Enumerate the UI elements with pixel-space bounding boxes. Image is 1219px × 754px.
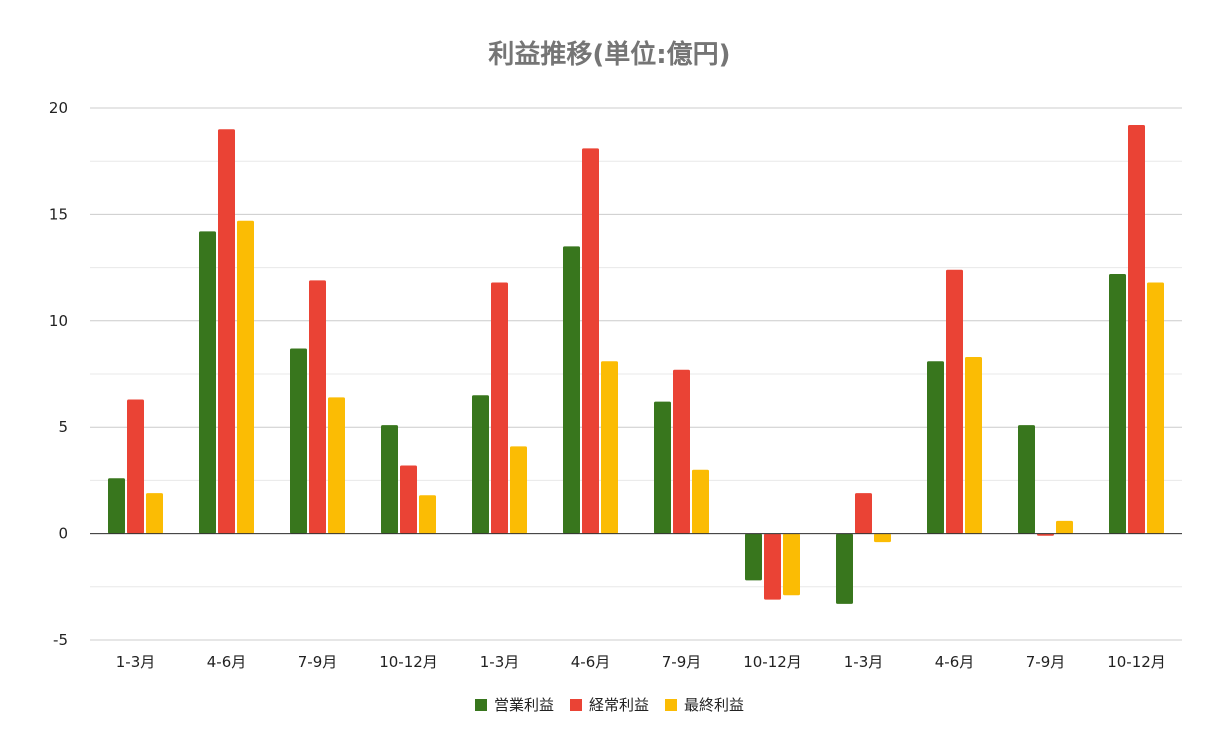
legend-label-ordinary-profit: 経常利益: [588, 696, 649, 714]
x-tick-label: 10-12月: [379, 653, 438, 671]
x-tick-label: 4-6月: [571, 653, 611, 671]
bar-series0-cat8: [836, 533, 853, 604]
bar-series0-cat4: [472, 395, 489, 534]
bar-series0-cat9: [927, 361, 944, 534]
bar-series1-cat8: [855, 493, 872, 534]
bar-series1-cat3: [400, 465, 417, 534]
bar-series1-cat7: [764, 533, 781, 600]
bar-series0-cat6: [654, 401, 671, 534]
x-tick-label: 1-3月: [844, 653, 884, 671]
tick-labels: -5 0 5 10 15 20 1-3月 4-6月 7-9月 10-12月 1-3月 4-6月 7-9月…: [49, 99, 1166, 671]
bar-series2-cat0: [146, 493, 163, 534]
bar-series2-cat3: [419, 495, 436, 534]
x-tick-label: 10-12月: [1107, 653, 1166, 671]
y-tick-label: 0: [58, 525, 68, 543]
bar-series1-cat2: [309, 280, 326, 534]
bar-series0-cat5: [563, 246, 580, 534]
bar-series1-cat6: [673, 369, 690, 534]
bar-series2-cat2: [328, 397, 345, 534]
legend: 営業利益 経常利益 最終利益: [0, 694, 1219, 715]
bar-series2-cat9: [965, 356, 982, 534]
legend-item-ordinary-profit: 経常利益: [569, 694, 649, 715]
legend-label-operating-profit: 営業利益: [493, 696, 554, 714]
bar-series2-cat4: [510, 446, 527, 534]
legend-swatch-ordinary-profit: [569, 698, 582, 711]
legend-item-operating-profit: 営業利益: [474, 694, 554, 715]
bar-series2-cat6: [692, 469, 709, 534]
y-tick-label: 15: [49, 205, 68, 223]
bar-series2-cat11: [1147, 282, 1164, 534]
bar-series0-cat2: [290, 348, 307, 534]
bar-series2-cat1: [237, 220, 254, 534]
x-tick-label: 10-12月: [743, 653, 802, 671]
bar-series1-cat9: [946, 269, 963, 534]
x-tick-label: 1-3月: [480, 653, 520, 671]
bar-series1-cat1: [218, 129, 235, 534]
bar-series1-cat0: [127, 399, 144, 534]
legend-label-net-profit: 最終利益: [684, 696, 745, 714]
x-tick-label: 4-6月: [935, 653, 975, 671]
bar-series2-cat8: [874, 533, 891, 543]
bar-series2-cat7: [783, 533, 800, 596]
x-tick-label: 1-3月: [116, 653, 156, 671]
bar-series2-cat5: [601, 361, 618, 534]
y-tick-label: 20: [49, 99, 68, 117]
y-tick-label: 5: [58, 418, 68, 436]
bar-series0-cat7: [745, 533, 762, 581]
x-tick-label: 7-9月: [662, 653, 702, 671]
bar-series1-cat11: [1128, 125, 1145, 534]
x-tick-label: 7-9月: [298, 653, 338, 671]
legend-item-net-profit: 最終利益: [665, 694, 744, 715]
bar-series1-cat10: [1037, 533, 1054, 536]
bar-series0-cat1: [199, 231, 216, 534]
bar-series0-cat0: [108, 478, 125, 534]
bar-series1-cat4: [491, 282, 508, 534]
bar-series0-cat3: [381, 425, 398, 534]
bar-series0-cat11: [1109, 273, 1126, 534]
bar-series0-cat10: [1018, 425, 1035, 534]
bar-series1-cat5: [582, 148, 599, 534]
y-tick-label: -5: [53, 631, 68, 649]
chart-title: 利益推移(単位:億円): [488, 40, 731, 70]
x-tick-label: 4-6月: [207, 653, 247, 671]
y-tick-label: 10: [49, 312, 68, 330]
legend-swatch-operating-profit: [474, 698, 487, 711]
bars-layer: [108, 125, 1164, 604]
x-tick-label: 7-9月: [1026, 653, 1066, 671]
bar-series2-cat10: [1056, 520, 1073, 534]
legend-swatch-net-profit: [665, 698, 677, 711]
